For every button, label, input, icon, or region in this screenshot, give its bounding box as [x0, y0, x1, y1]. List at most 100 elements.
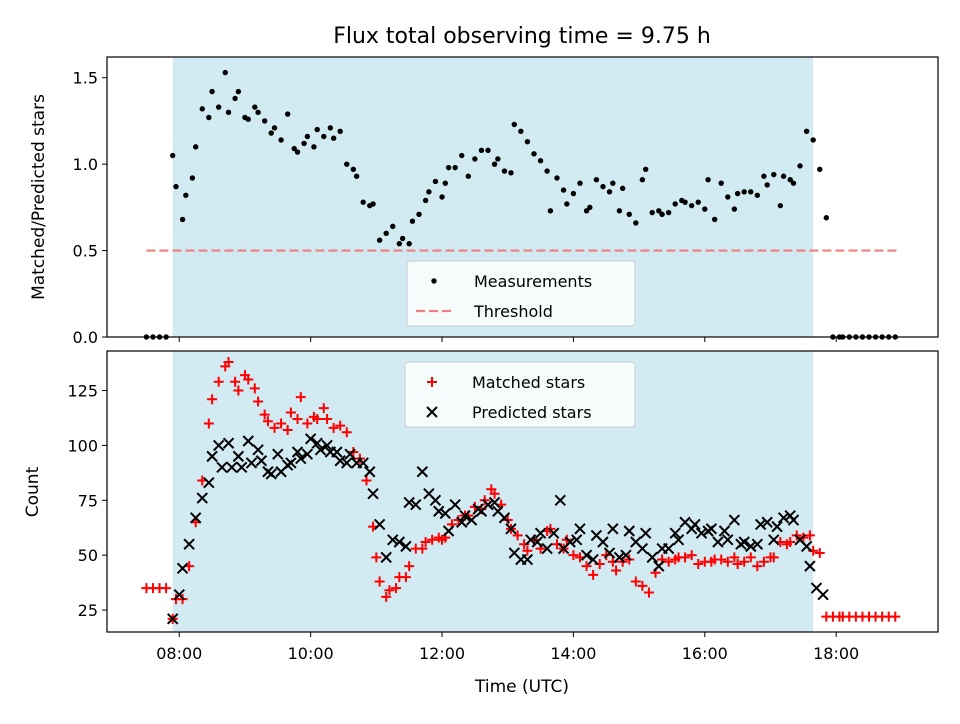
- predicted-point: [321, 439, 333, 452]
- measurement-point: [268, 130, 274, 136]
- measurement-point: [278, 137, 284, 143]
- measurement-point: [291, 145, 297, 152]
- measurement-point: [271, 125, 278, 131]
- legend-box: [404, 361, 636, 428]
- measurement-point: [459, 152, 465, 159]
- measurement-point: [577, 180, 583, 186]
- measurement-point: [587, 204, 593, 211]
- predicted-point: [206, 450, 218, 463]
- matched-point: [243, 374, 254, 385]
- y-tick-label: 50: [78, 546, 98, 565]
- predicted-point: [554, 494, 566, 506]
- matched-point: [341, 427, 352, 438]
- measurement-point: [810, 137, 816, 143]
- matched-point: [391, 583, 402, 594]
- measurement-point: [235, 88, 242, 95]
- legend-label: Predicted stars: [472, 403, 592, 422]
- measurement-point: [327, 125, 334, 131]
- predicted-point: [183, 538, 195, 550]
- measurement-point: [485, 147, 491, 154]
- measurement-point: [531, 151, 537, 157]
- predicted-point: [203, 477, 215, 489]
- measurement-point: [294, 149, 301, 155]
- measurement-point: [593, 177, 600, 183]
- y-tick-label: 100: [67, 436, 98, 455]
- predicted-point: [603, 547, 616, 559]
- measurement-point: [209, 88, 215, 95]
- predicted-point: [705, 523, 718, 535]
- measurement-point: [396, 240, 403, 247]
- measurement-point: [222, 69, 228, 76]
- predicted-point: [173, 588, 185, 601]
- measurement-point: [537, 158, 544, 164]
- predicted-point: [357, 457, 369, 469]
- measurement-point: [606, 189, 613, 195]
- measurement-point: [511, 121, 517, 128]
- predicted-point: [771, 520, 783, 533]
- matched-point: [729, 552, 740, 563]
- predicted-point: [768, 534, 780, 546]
- measurement-point: [245, 116, 251, 122]
- predicted-point: [754, 518, 767, 531]
- predicted-point: [597, 536, 609, 548]
- measurement-point: [764, 182, 770, 188]
- plot-frame: [106, 350, 939, 633]
- predicted-point: [291, 446, 304, 458]
- measurement-point: [803, 128, 810, 135]
- measurement-point: [330, 135, 337, 141]
- measurement-point: [416, 211, 422, 217]
- predicted-point: [722, 534, 734, 546]
- matched-point: [400, 572, 411, 583]
- measurement-point: [711, 216, 718, 223]
- predicted-point: [367, 487, 379, 500]
- predicted-point: [373, 518, 386, 531]
- matched-point: [292, 414, 303, 425]
- predicted-point: [242, 435, 254, 447]
- matched-point: [282, 425, 293, 436]
- predicted-point: [212, 439, 225, 452]
- predicted-point: [403, 496, 415, 509]
- measurement-point: [626, 211, 632, 217]
- measurement-point: [409, 218, 416, 224]
- measurement-point: [232, 95, 238, 102]
- bottom-y-axis-label: Count: [23, 466, 43, 517]
- measurement-point: [199, 106, 205, 112]
- predicted-point: [235, 461, 248, 474]
- measurement-point: [252, 104, 258, 110]
- measurement-point: [665, 209, 672, 216]
- measurement-point: [465, 173, 472, 179]
- predicted-point: [800, 540, 813, 553]
- predicted-point: [570, 534, 583, 546]
- measurement-point: [748, 189, 754, 195]
- matched-point: [285, 407, 296, 418]
- predicted-point: [669, 527, 681, 539]
- matched-point: [223, 356, 234, 367]
- predicted-point: [620, 549, 632, 561]
- measurement-point: [616, 208, 623, 214]
- matched-point: [312, 414, 323, 425]
- measurement-point: [225, 109, 232, 116]
- matched-point: [230, 376, 241, 387]
- predicted-point: [311, 437, 323, 449]
- predicted-point: [525, 534, 537, 546]
- measurement-point: [564, 201, 570, 207]
- predicted-point: [255, 455, 268, 467]
- predicted-point: [387, 534, 399, 546]
- y-tick-label: 0.0: [73, 328, 98, 347]
- measurement-point: [350, 166, 357, 173]
- predicted-point: [226, 461, 238, 474]
- predicted-point: [272, 448, 284, 460]
- predicted-point: [761, 516, 773, 528]
- measurement-point: [633, 220, 639, 226]
- matched-point: [630, 576, 641, 587]
- matched-point: [262, 416, 273, 427]
- measurement-point: [173, 183, 179, 190]
- predicted-point: [689, 518, 701, 531]
- measurement-point: [731, 206, 738, 212]
- top-panel: 0.0 0.5 1.0 1.5 Measurements Threshold: [73, 56, 939, 347]
- measurement-point: [478, 147, 485, 154]
- measurement-point: [659, 211, 665, 217]
- matched-point: [588, 569, 599, 580]
- measurement-point: [189, 175, 196, 181]
- matched-point: [722, 556, 733, 567]
